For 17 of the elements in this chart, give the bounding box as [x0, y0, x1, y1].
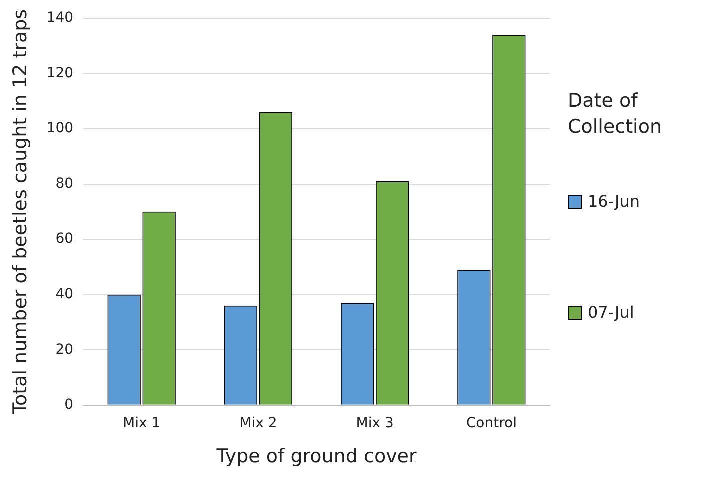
y-tick-label: 140	[46, 10, 74, 26]
y-tick-label: 100	[46, 120, 74, 137]
legend-label: 16-Jun	[588, 192, 640, 211]
legend-title: Date of Collection	[568, 89, 663, 140]
y-axis-title: Total number of beetles caught in 12 traps	[9, 9, 32, 416]
y-tick-label: 120	[46, 65, 74, 82]
y-tick-label: 40	[56, 286, 74, 302]
x-tick-label: Mix 1	[123, 415, 161, 432]
x-axis-title: Type of ground cover	[216, 446, 417, 468]
y-tick-label: 60	[56, 231, 74, 248]
y-tick-label: 20	[56, 342, 74, 358]
y-tick-label: 0	[64, 397, 74, 414]
y-tick-label: 80	[56, 176, 74, 192]
legend-label: 07-Jul	[588, 303, 634, 322]
x-tick-label: Control	[466, 415, 517, 432]
x-tick-label: Mix 3	[356, 415, 394, 432]
x-tick-label: Mix 2	[240, 415, 278, 432]
